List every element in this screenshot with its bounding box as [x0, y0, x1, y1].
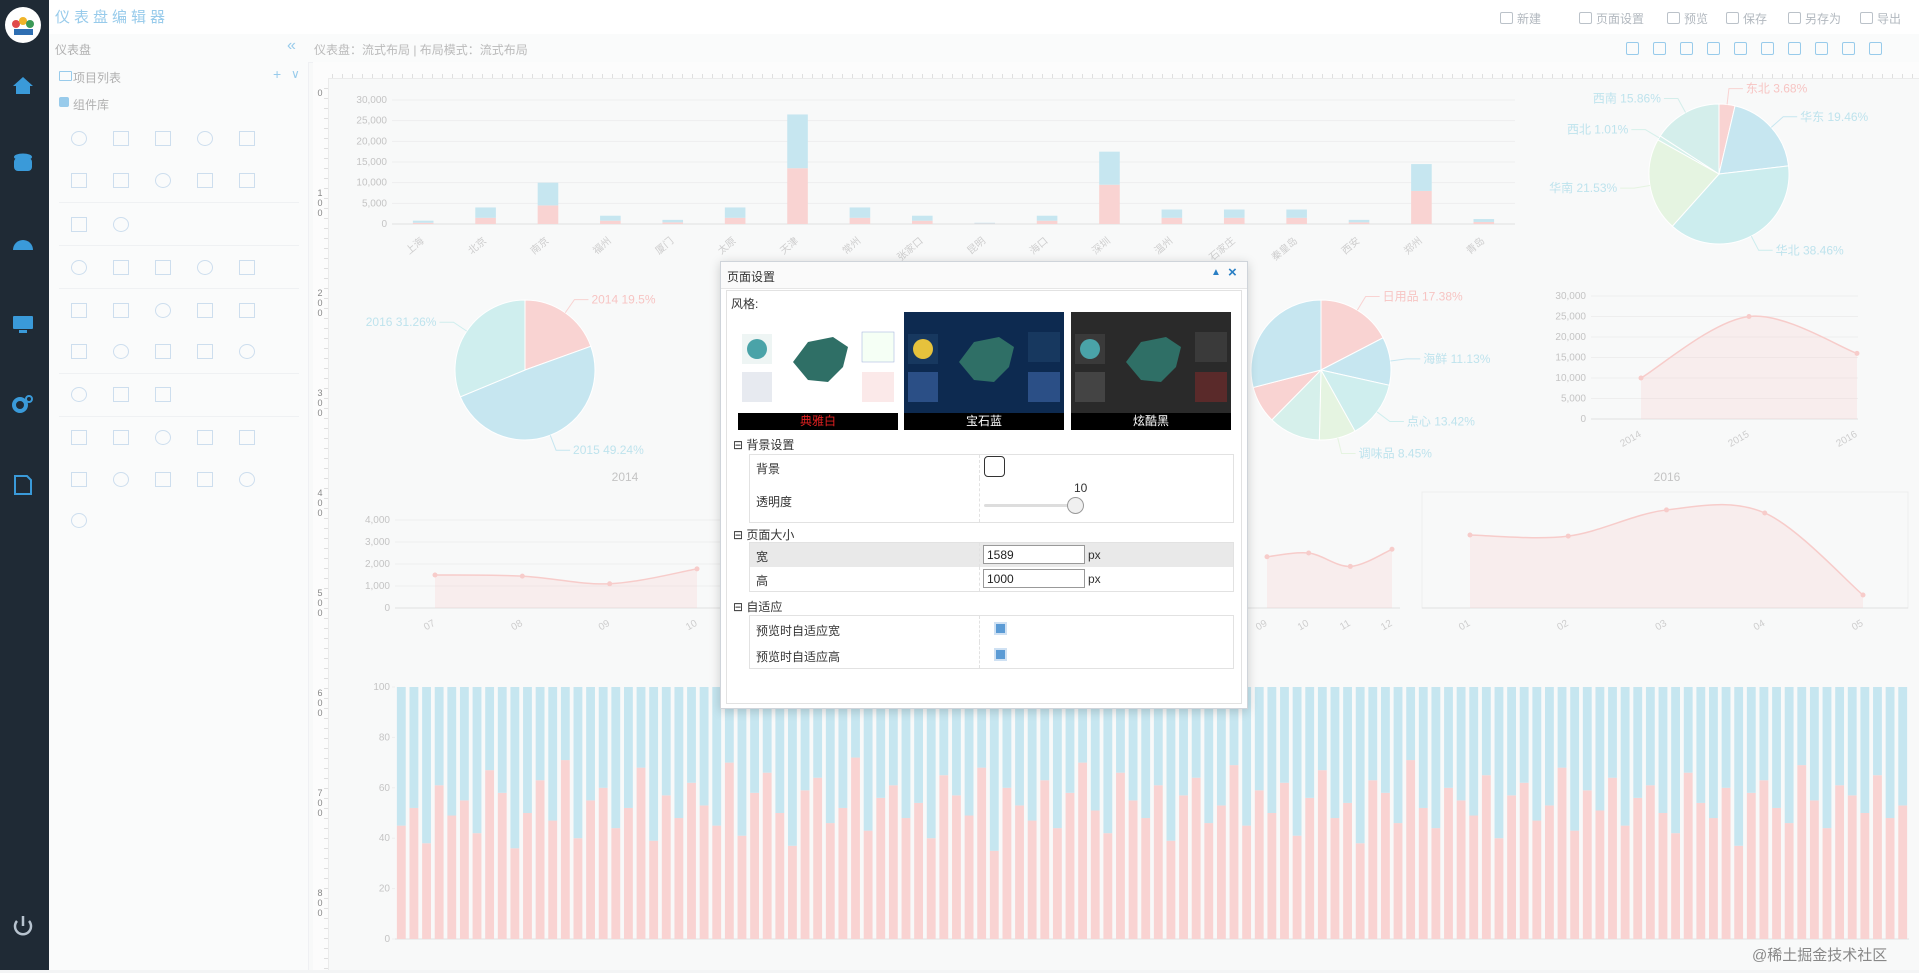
logo-dot	[19, 17, 27, 25]
monitor-stand	[19, 330, 27, 333]
setting-row: 高 1000 px	[749, 567, 1234, 592]
thumb-map	[959, 337, 1014, 382]
value-cell	[979, 455, 980, 478]
ruler-label: 400	[315, 488, 324, 518]
thumb-bars	[742, 372, 772, 402]
nav-icons	[0, 0, 49, 970]
thumb-bars	[1195, 372, 1227, 402]
thumb-pie	[1080, 339, 1100, 359]
collapse-dialog[interactable]: ▲	[1211, 267, 1221, 278]
section-background: ⊟ 背景设置	[733, 436, 794, 453]
checkbox[interactable]	[994, 622, 1007, 635]
thumb-bars	[908, 372, 938, 402]
ruler-label: 100	[315, 188, 324, 218]
page-settings-dialog: 页面设置 ▲ × 风格: 典雅白 宝石蓝	[720, 261, 1248, 709]
setting-row: 预览时自适应宽	[749, 615, 1234, 643]
height-input[interactable]: 1000	[983, 569, 1085, 588]
thumb-map	[793, 337, 848, 382]
setting-row: 透明度 10	[749, 478, 1234, 523]
style-thumbnail[interactable]: 典雅白	[738, 312, 898, 430]
style-caption: 炫酷黑	[1071, 413, 1231, 430]
ruler-label: 500	[315, 588, 324, 618]
thumbnail-preview	[904, 312, 1064, 413]
style-thumbnail[interactable]: 炫酷黑	[1071, 312, 1231, 430]
thumb-bars	[1028, 372, 1060, 402]
section-title: 背景设置	[746, 438, 794, 452]
section-page-size: ⊟ 页面大小	[733, 526, 794, 543]
thumbnail-preview	[1071, 312, 1231, 413]
thumb-bars	[862, 372, 894, 402]
unit: px	[1088, 572, 1101, 586]
section-title: 页面大小	[746, 528, 794, 542]
row-label: 预览时自适应宽	[756, 622, 840, 639]
thumb-pie	[913, 339, 933, 359]
section-adaptive: ⊟ 自适应	[733, 598, 782, 615]
close-dialog[interactable]: ×	[1228, 264, 1237, 281]
logo-dot	[12, 20, 20, 28]
value-cell	[979, 567, 980, 591]
slider-knob[interactable]	[1067, 497, 1084, 514]
home-icon[interactable]	[13, 77, 33, 94]
row-label: 高	[756, 572, 768, 589]
value-cell	[979, 478, 980, 522]
opacity-value: 10	[1074, 481, 1087, 495]
thumb-panel	[1028, 332, 1060, 362]
style-thumbnail[interactable]: 宝石蓝	[904, 312, 1064, 430]
ruler-label: 200	[315, 288, 324, 318]
gear-icon[interactable]	[14, 399, 26, 411]
section-title: 自适应	[746, 600, 782, 614]
setting-row: 预览时自适应高	[749, 642, 1234, 669]
thumbnail-preview	[738, 312, 898, 413]
unit: px	[1088, 548, 1101, 562]
dialog-header	[721, 262, 1247, 289]
thumb-panel	[1195, 332, 1227, 362]
setting-row: 宽 1589 px	[749, 542, 1234, 568]
thumb-bars	[1075, 372, 1105, 402]
ruler-label: 700	[315, 788, 324, 818]
thumb-panel	[862, 332, 894, 362]
value-cell	[979, 616, 980, 642]
checkbox[interactable]	[994, 648, 1007, 661]
database-icon-body	[14, 158, 32, 171]
style-label: 风格:	[731, 295, 758, 312]
thumb-map	[1126, 337, 1181, 382]
row-label: 预览时自适应高	[756, 648, 840, 665]
monitor-icon[interactable]	[13, 316, 33, 329]
row-label: 透明度	[756, 493, 792, 510]
color-picker[interactable]	[984, 456, 1005, 477]
style-caption: 宝石蓝	[904, 413, 1064, 430]
ruler-label: 0	[315, 88, 324, 98]
value-cell	[979, 543, 980, 567]
dialog-title: 页面设置	[727, 268, 775, 285]
ruler-label: 300	[315, 388, 324, 418]
thumb-pie	[747, 339, 767, 359]
value-cell	[979, 642, 980, 668]
pdf-icon[interactable]	[15, 476, 31, 494]
ruler-label: 600	[315, 688, 324, 718]
style-caption: 典雅白	[738, 413, 898, 430]
logo-dot	[26, 20, 34, 28]
watermark: @稀土掘金技术社区	[1752, 944, 1887, 965]
row-label: 宽	[756, 548, 768, 565]
ruler-label: 800	[315, 888, 324, 918]
nav-bar	[0, 0, 49, 970]
dashboard-icon[interactable]	[13, 240, 33, 250]
width-input[interactable]: 1589	[983, 545, 1085, 564]
row-label: 背景	[756, 460, 780, 477]
setting-row: 背景	[749, 454, 1234, 479]
logo-base	[14, 29, 33, 35]
gear-icon-small	[26, 396, 32, 402]
